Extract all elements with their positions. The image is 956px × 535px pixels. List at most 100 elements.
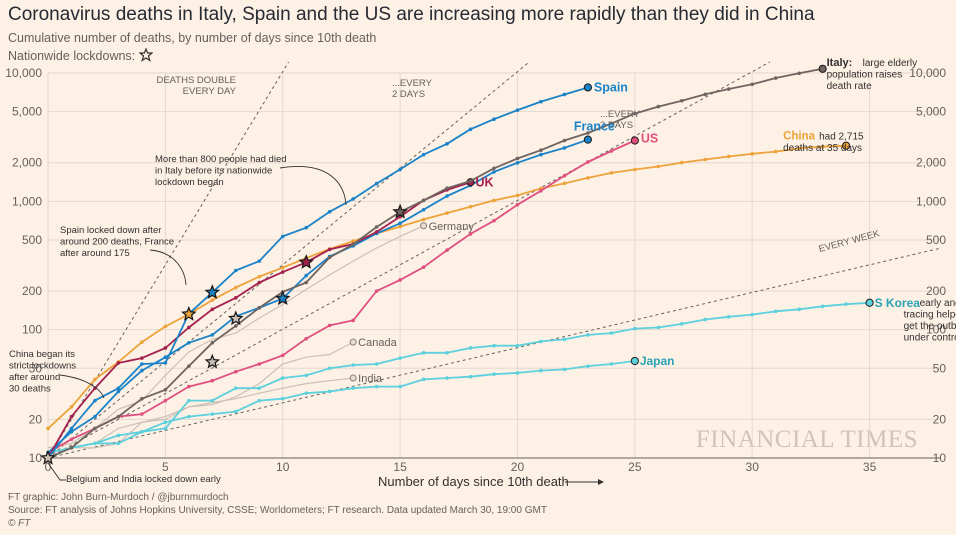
data-point-spain [562, 92, 567, 97]
data-point-china [679, 160, 684, 165]
series-label-india: India [358, 373, 383, 385]
data-point-china [398, 224, 402, 229]
data-point-skorea [726, 314, 731, 319]
data-point-china [257, 274, 262, 279]
data-point-spain [468, 127, 473, 132]
data-point-italy [187, 364, 191, 368]
chart-subtitle: Cumulative number of deaths, by number o… [8, 31, 377, 45]
data-point-skorea [750, 312, 755, 317]
data-point-uk [374, 230, 379, 234]
data-point-china [210, 298, 215, 302]
data-point-italy [562, 138, 567, 143]
data-point-us [539, 188, 543, 193]
data-point-japan [210, 412, 215, 416]
watermark-text: FINANCIAL TIMES [696, 426, 918, 453]
series-note-line: large elderly [863, 58, 917, 69]
data-point-us [492, 218, 496, 223]
reference-line-label: ...EVERY 2 DAYS [392, 78, 433, 100]
annotation-china-lockdown: China began its strict lockdowns after aro… [9, 349, 76, 395]
data-point-italy [656, 104, 661, 109]
data-point-uk [163, 346, 168, 350]
data-point-us [562, 174, 567, 178]
lockdown-star-belgium [228, 310, 244, 326]
lockdown-star-other [204, 353, 221, 369]
data-point-us [398, 278, 402, 282]
data-point-skorea [327, 366, 332, 371]
data-point-skorea [679, 322, 684, 326]
data-point-spain [539, 99, 543, 104]
lockdown-star-china [181, 306, 197, 321]
data-point-skorea [280, 376, 285, 380]
data-point-italy [679, 98, 684, 103]
x-tick-label: 25 [628, 460, 642, 474]
series-note-line: had 2,715 [819, 132, 864, 143]
data-point-skorea [492, 343, 496, 348]
reference-line-label: ...EVERY 3 DAYS [600, 109, 641, 131]
data-point-china [351, 239, 355, 243]
x-tick-label: 20 [511, 460, 525, 474]
y-tick-label-left: 10,000 [5, 66, 42, 80]
annotation-connector-italy [279, 166, 347, 206]
data-point-italy [327, 255, 332, 260]
data-point-china [773, 149, 778, 154]
data-point-skorea [187, 398, 191, 403]
reference-line-3d [47, 61, 771, 459]
y-tick-label-right: 50 [933, 361, 947, 375]
data-point-uk [210, 307, 215, 312]
y-tick-label-left: 10 [29, 451, 43, 465]
series-line-canada [47, 341, 354, 459]
series-label-uk: UK [476, 175, 494, 189]
data-point-italy [492, 166, 496, 171]
data-point-japan [492, 372, 496, 376]
data-point-italy [609, 121, 614, 126]
data-point-japan [233, 409, 238, 414]
data-point-china [445, 211, 449, 215]
series-line-france [47, 138, 589, 454]
data-point-skorea [703, 317, 708, 322]
data-point-us [257, 362, 262, 366]
series-note-line: tracing helped authorities [904, 309, 956, 320]
star-icon [138, 47, 154, 62]
data-point-skorea [586, 333, 590, 337]
data-point-skorea [515, 343, 520, 348]
series-label-italy: Italy: [827, 57, 853, 69]
data-point-skorea [844, 302, 848, 306]
data-point-japan [398, 384, 402, 389]
data-point-japan [374, 384, 379, 389]
series-line-japan [47, 360, 635, 459]
data-point-china [750, 152, 755, 156]
reference-line-2d [47, 61, 530, 459]
data-point-skorea [163, 426, 168, 431]
data-point-uk [69, 414, 74, 419]
data-point-skorea [233, 386, 238, 390]
x-tick-label: 0 [45, 460, 52, 474]
series-label-skorea: S Korea [875, 296, 921, 310]
data-point-uk [233, 296, 238, 300]
data-point-italy [233, 324, 238, 328]
data-point-china [280, 265, 285, 270]
chart-title: Coronavirus deaths in Italy, Spain and t… [8, 4, 815, 25]
series-note-skorea: early and large-scale testing andtracing… [904, 298, 956, 344]
data-point-skorea [210, 398, 215, 403]
data-point-uk [187, 325, 191, 330]
data-point-skorea [398, 356, 402, 360]
data-point-japan [257, 398, 262, 403]
series-end-marker-china [842, 141, 851, 150]
data-point-china [468, 204, 473, 209]
annotation-spain-lockdown: Spain locked down after around 200 deaths… [60, 225, 174, 259]
data-point-italy [116, 414, 121, 419]
series-label-france: France [574, 120, 615, 134]
annotation-spain-lockdown-line: Spain locked down after [60, 225, 161, 236]
reference-line-label-line: DEATHS DOUBLE [156, 75, 236, 86]
series-end-marker-canada [349, 338, 357, 346]
data-point-us [445, 248, 449, 252]
reference-line-label-line: ...EVERY [392, 78, 433, 89]
data-point-spain [163, 361, 168, 365]
annotation-spain-lockdown-line: around 200 deaths, France [60, 237, 174, 248]
data-point-skorea [773, 309, 778, 314]
series-line-skorea [47, 301, 870, 454]
data-point-us [69, 437, 74, 442]
series-note-italy: large elderly population raises death rate [827, 58, 917, 92]
y-tick-label-right: 100 [926, 323, 946, 337]
data-point-italy [703, 92, 708, 97]
